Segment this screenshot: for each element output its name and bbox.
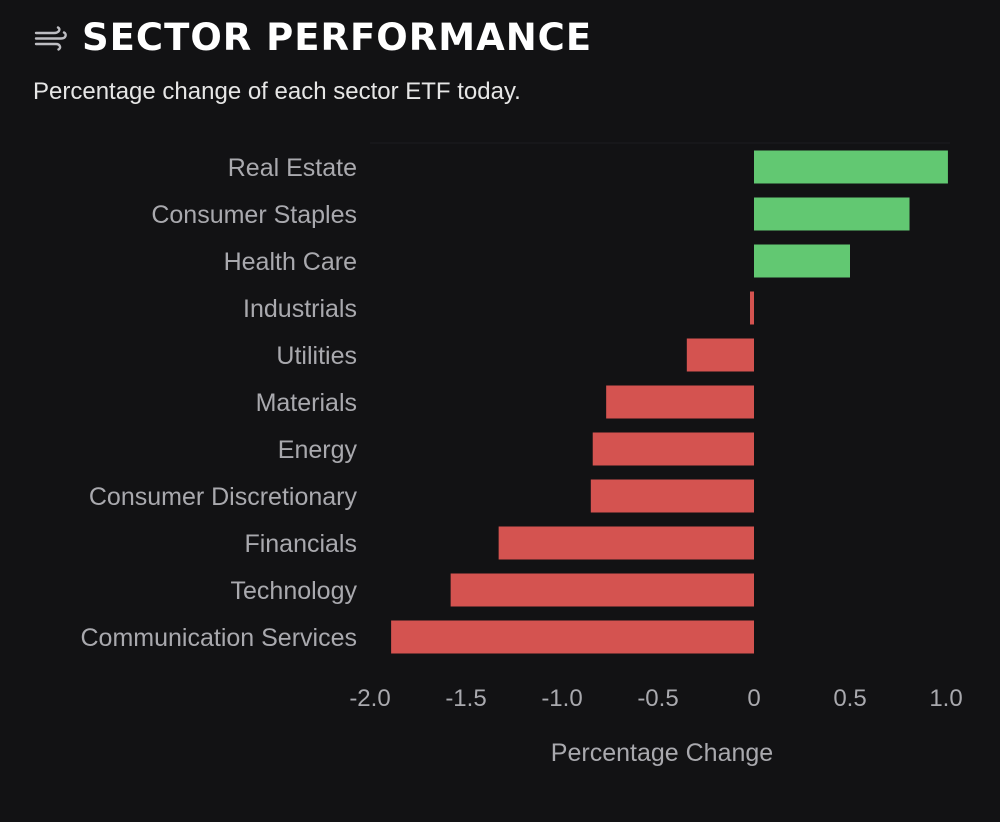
x-tick-label: 0.5: [833, 685, 866, 712]
x-tick-label: -1.5: [445, 685, 486, 712]
x-tick-label: -1.0: [541, 685, 582, 712]
x-tick-label: -2.0: [349, 685, 390, 712]
bar-financials: [498, 526, 754, 560]
x-axis-title: Percentage Change: [551, 739, 773, 767]
bar-technology: [450, 573, 754, 607]
bar-real-estate: [754, 150, 948, 184]
category-label: Energy: [278, 436, 358, 464]
chart-subtitle: Percentage change of each sector ETF tod…: [33, 78, 521, 105]
bar-health-care: [754, 244, 850, 278]
category-label: Consumer Staples: [151, 201, 357, 229]
bar-consumer-staples: [754, 197, 910, 231]
bar-industrials: [750, 291, 754, 325]
category-label: Health Care: [224, 248, 357, 276]
x-tick-label: 0: [747, 685, 760, 712]
bar-utilities: [686, 338, 754, 372]
category-label: Technology: [231, 577, 358, 605]
chart-header: SECTOR PERFORMANCE: [34, 14, 592, 62]
bar-energy: [592, 432, 754, 466]
chart-title: SECTOR PERFORMANCE: [82, 16, 593, 59]
category-label: Utilities: [276, 342, 357, 370]
wind-icon: [34, 26, 67, 51]
category-label: Communication Services: [81, 624, 358, 652]
bar-consumer-discretionary: [590, 479, 754, 513]
x-tick-label: 1.0: [929, 685, 962, 712]
category-label: Materials: [256, 389, 357, 417]
category-label: Consumer Discretionary: [89, 483, 358, 511]
category-label: Real Estate: [228, 154, 357, 182]
category-label: Industrials: [243, 295, 357, 323]
x-tick-label: -0.5: [637, 685, 678, 712]
bar-materials: [606, 385, 754, 419]
category-label: Financials: [244, 530, 357, 558]
bar-communication-services: [391, 620, 754, 654]
